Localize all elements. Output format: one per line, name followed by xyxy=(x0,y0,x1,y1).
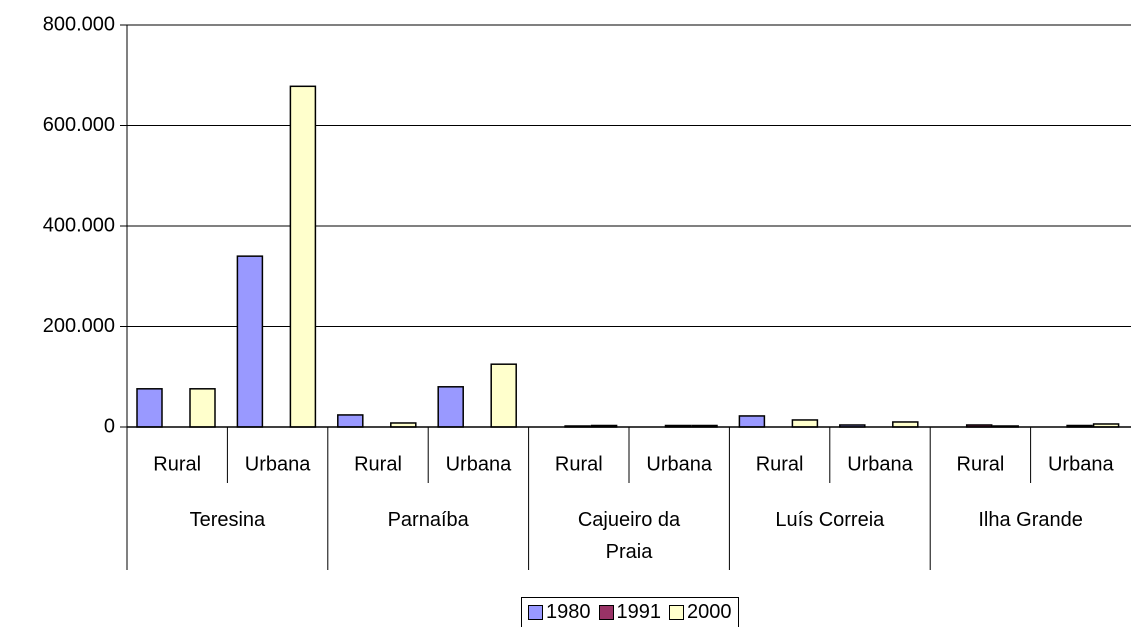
y-tick-label: 200.000 xyxy=(43,315,115,337)
legend: 1980 1991 2000 xyxy=(521,597,739,627)
legend-swatch xyxy=(598,605,614,620)
legend-item: 1991 xyxy=(598,601,662,624)
y-tick-label: 800.000 xyxy=(43,13,115,35)
bar xyxy=(236,255,264,428)
bar xyxy=(490,363,517,428)
category-group-label: Teresina xyxy=(189,509,266,531)
bar xyxy=(437,386,464,428)
category-group-label: Luís Correia xyxy=(775,509,885,531)
category-group-label: Cajueiro da Praia xyxy=(577,509,681,563)
x-tick-label: Rural xyxy=(756,453,804,475)
x-tick-label: Urbana xyxy=(446,453,512,475)
bar xyxy=(892,421,919,428)
legend-swatch xyxy=(669,605,684,620)
bar xyxy=(337,414,364,428)
legend-label: 1991 xyxy=(616,601,662,623)
y-tick-label: 400.000 xyxy=(43,214,115,236)
x-tick-label: Urbana xyxy=(245,453,311,475)
x-tick-label: Urbana xyxy=(847,453,913,475)
bar xyxy=(136,388,163,428)
x-tick-label: Rural xyxy=(957,453,1005,475)
x-tick-label: Urbana xyxy=(1048,453,1114,475)
y-tick-label: 0 xyxy=(104,415,115,437)
bar xyxy=(289,85,317,428)
bar xyxy=(791,419,819,428)
x-tick-label: Rural xyxy=(354,453,402,475)
legend-item: 2000 xyxy=(669,601,732,624)
x-tick-label: Urbana xyxy=(646,453,712,475)
x-tick-label: Rural xyxy=(153,453,201,475)
bar xyxy=(738,415,766,428)
legend-swatch xyxy=(528,605,543,620)
category-group-label: Parnaíba xyxy=(387,509,469,531)
legend-item: 1980 xyxy=(528,601,591,624)
category-group-label: Ilha Grande xyxy=(978,509,1083,531)
legend-label: 1980 xyxy=(546,601,591,623)
legend-label: 2000 xyxy=(687,601,732,623)
bar xyxy=(189,388,216,428)
x-tick-label: Rural xyxy=(555,453,603,475)
y-tick-label: 600.000 xyxy=(43,114,115,136)
